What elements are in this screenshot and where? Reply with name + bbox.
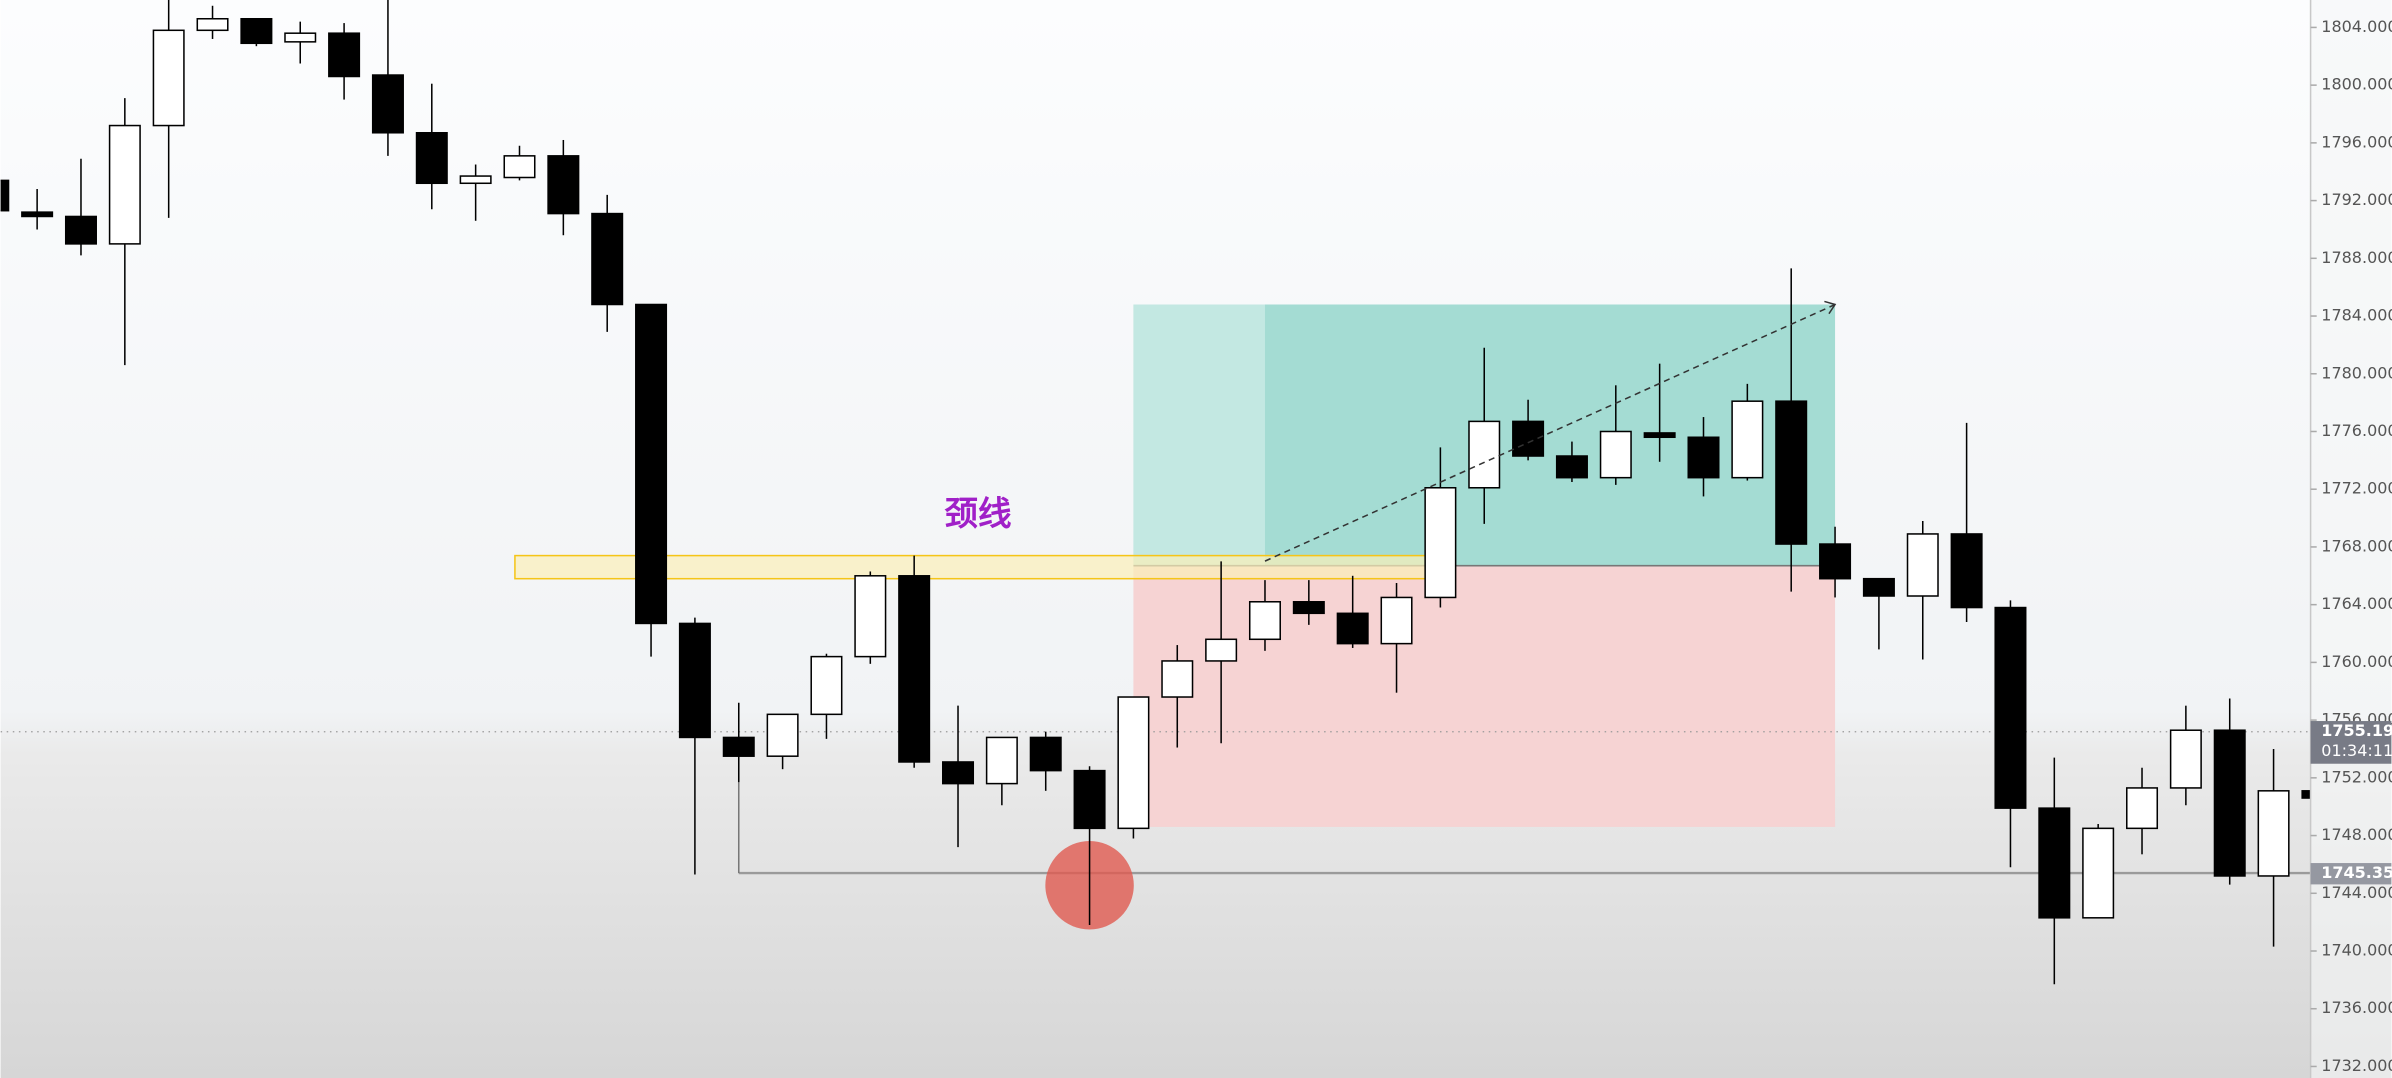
profit-zone-shade (1133, 304, 1265, 566)
candle-body (1073, 769, 1106, 830)
y-tick-label: 1784.000 (2321, 306, 2392, 325)
y-tick-label: 1736.000 (2321, 998, 2392, 1017)
y-tick-label: 1788.000 (2321, 248, 2392, 267)
candle-body (152, 29, 185, 127)
candle-body (1687, 436, 1720, 479)
candle-body (1731, 400, 1764, 479)
plot-area: 颈线 (0, 0, 2311, 985)
candle-body (1994, 606, 2027, 809)
candle-body (1468, 420, 1501, 489)
candle-body (1424, 487, 1457, 599)
candle-body (108, 124, 141, 245)
y-tick-label: 1740.000 (2321, 941, 2392, 960)
candle-body (722, 736, 755, 757)
candle-body (459, 175, 492, 185)
y-tick-label: 1764.000 (2321, 594, 2392, 613)
candle-body (2257, 790, 2290, 877)
countdown: 01:34:11 (2321, 741, 2392, 760)
candle-body (1555, 455, 1588, 479)
candle-body (1292, 601, 1325, 615)
candle-body (1117, 696, 1150, 830)
y-tick-label: 1760.000 (2321, 652, 2392, 671)
candle-body (1775, 400, 1808, 545)
candle-body (240, 17, 273, 45)
candle-body (942, 761, 975, 785)
candle-body (2082, 827, 2115, 919)
candle-body (1029, 736, 1062, 772)
candle-body (0, 179, 10, 212)
candle-body (415, 132, 448, 185)
y-tick-label: 1776.000 (2321, 421, 2392, 440)
candle-body (2169, 729, 2202, 789)
y-tick-label: 1732.000 (2321, 1056, 2392, 1075)
candle-body (766, 713, 799, 757)
candle-body (1336, 612, 1369, 645)
candle-body (1819, 543, 1852, 580)
y-tick-label: 1804.000 (2321, 17, 2392, 36)
candle-body (2213, 729, 2246, 877)
y-tick-label: 1796.000 (2321, 132, 2392, 151)
candle-body (1599, 430, 1632, 479)
candle-body (898, 575, 931, 763)
candle-body (2038, 807, 2071, 919)
y-tick-label: 1772.000 (2321, 479, 2392, 498)
y-tick-label: 1792.000 (2321, 190, 2392, 209)
candle-body (21, 211, 54, 218)
arrow-head (1824, 300, 1837, 315)
candle-body (1643, 432, 1676, 439)
axis-labels: 1732.000 1736.000 1740.000 1744.000 1748.000… (2310, 17, 2392, 1075)
candle-body (196, 17, 229, 32)
y-tick-label: 1752.000 (2321, 767, 2392, 786)
candle-body (678, 622, 711, 739)
y-tick-label: 1768.000 (2321, 536, 2392, 555)
candle-body (635, 303, 668, 625)
candle-body (2301, 790, 2311, 799)
y-tick-label: 1748.000 (2321, 825, 2392, 844)
candle-body (1380, 596, 1413, 645)
y-tick-label: 1780.000 (2321, 363, 2392, 382)
candle-body (1862, 577, 1895, 597)
candle-body (810, 655, 843, 716)
candle-body (985, 736, 1018, 785)
candle-body (64, 215, 97, 245)
target-arrow (1264, 303, 1836, 562)
candle-body (854, 575, 887, 658)
candle-body (2126, 787, 2159, 830)
price-tag (2310, 863, 2392, 885)
price-tag (2310, 721, 2392, 764)
candle-body (371, 74, 404, 134)
candle-body (1248, 601, 1281, 641)
loss-zone (1133, 565, 1836, 827)
candle-body (284, 32, 317, 43)
price-axis (2310, 0, 2392, 1078)
price-tag-label: 1745.355 (2321, 863, 2392, 882)
y-tick-label: 1800.000 (2321, 75, 2392, 94)
candle-body (1950, 533, 1983, 609)
candle-body (591, 212, 624, 306)
candle-body (1205, 638, 1238, 662)
candle-body (1906, 533, 1939, 597)
candle-body (503, 155, 536, 179)
candle-body (547, 155, 580, 215)
candle-body (1161, 660, 1194, 698)
price-tag-label: 1755.196 (2321, 721, 2392, 740)
neckline-label: 颈线 (944, 494, 1011, 533)
y-tick-label: 1744.000 (2321, 883, 2392, 902)
candle-body (328, 32, 361, 78)
